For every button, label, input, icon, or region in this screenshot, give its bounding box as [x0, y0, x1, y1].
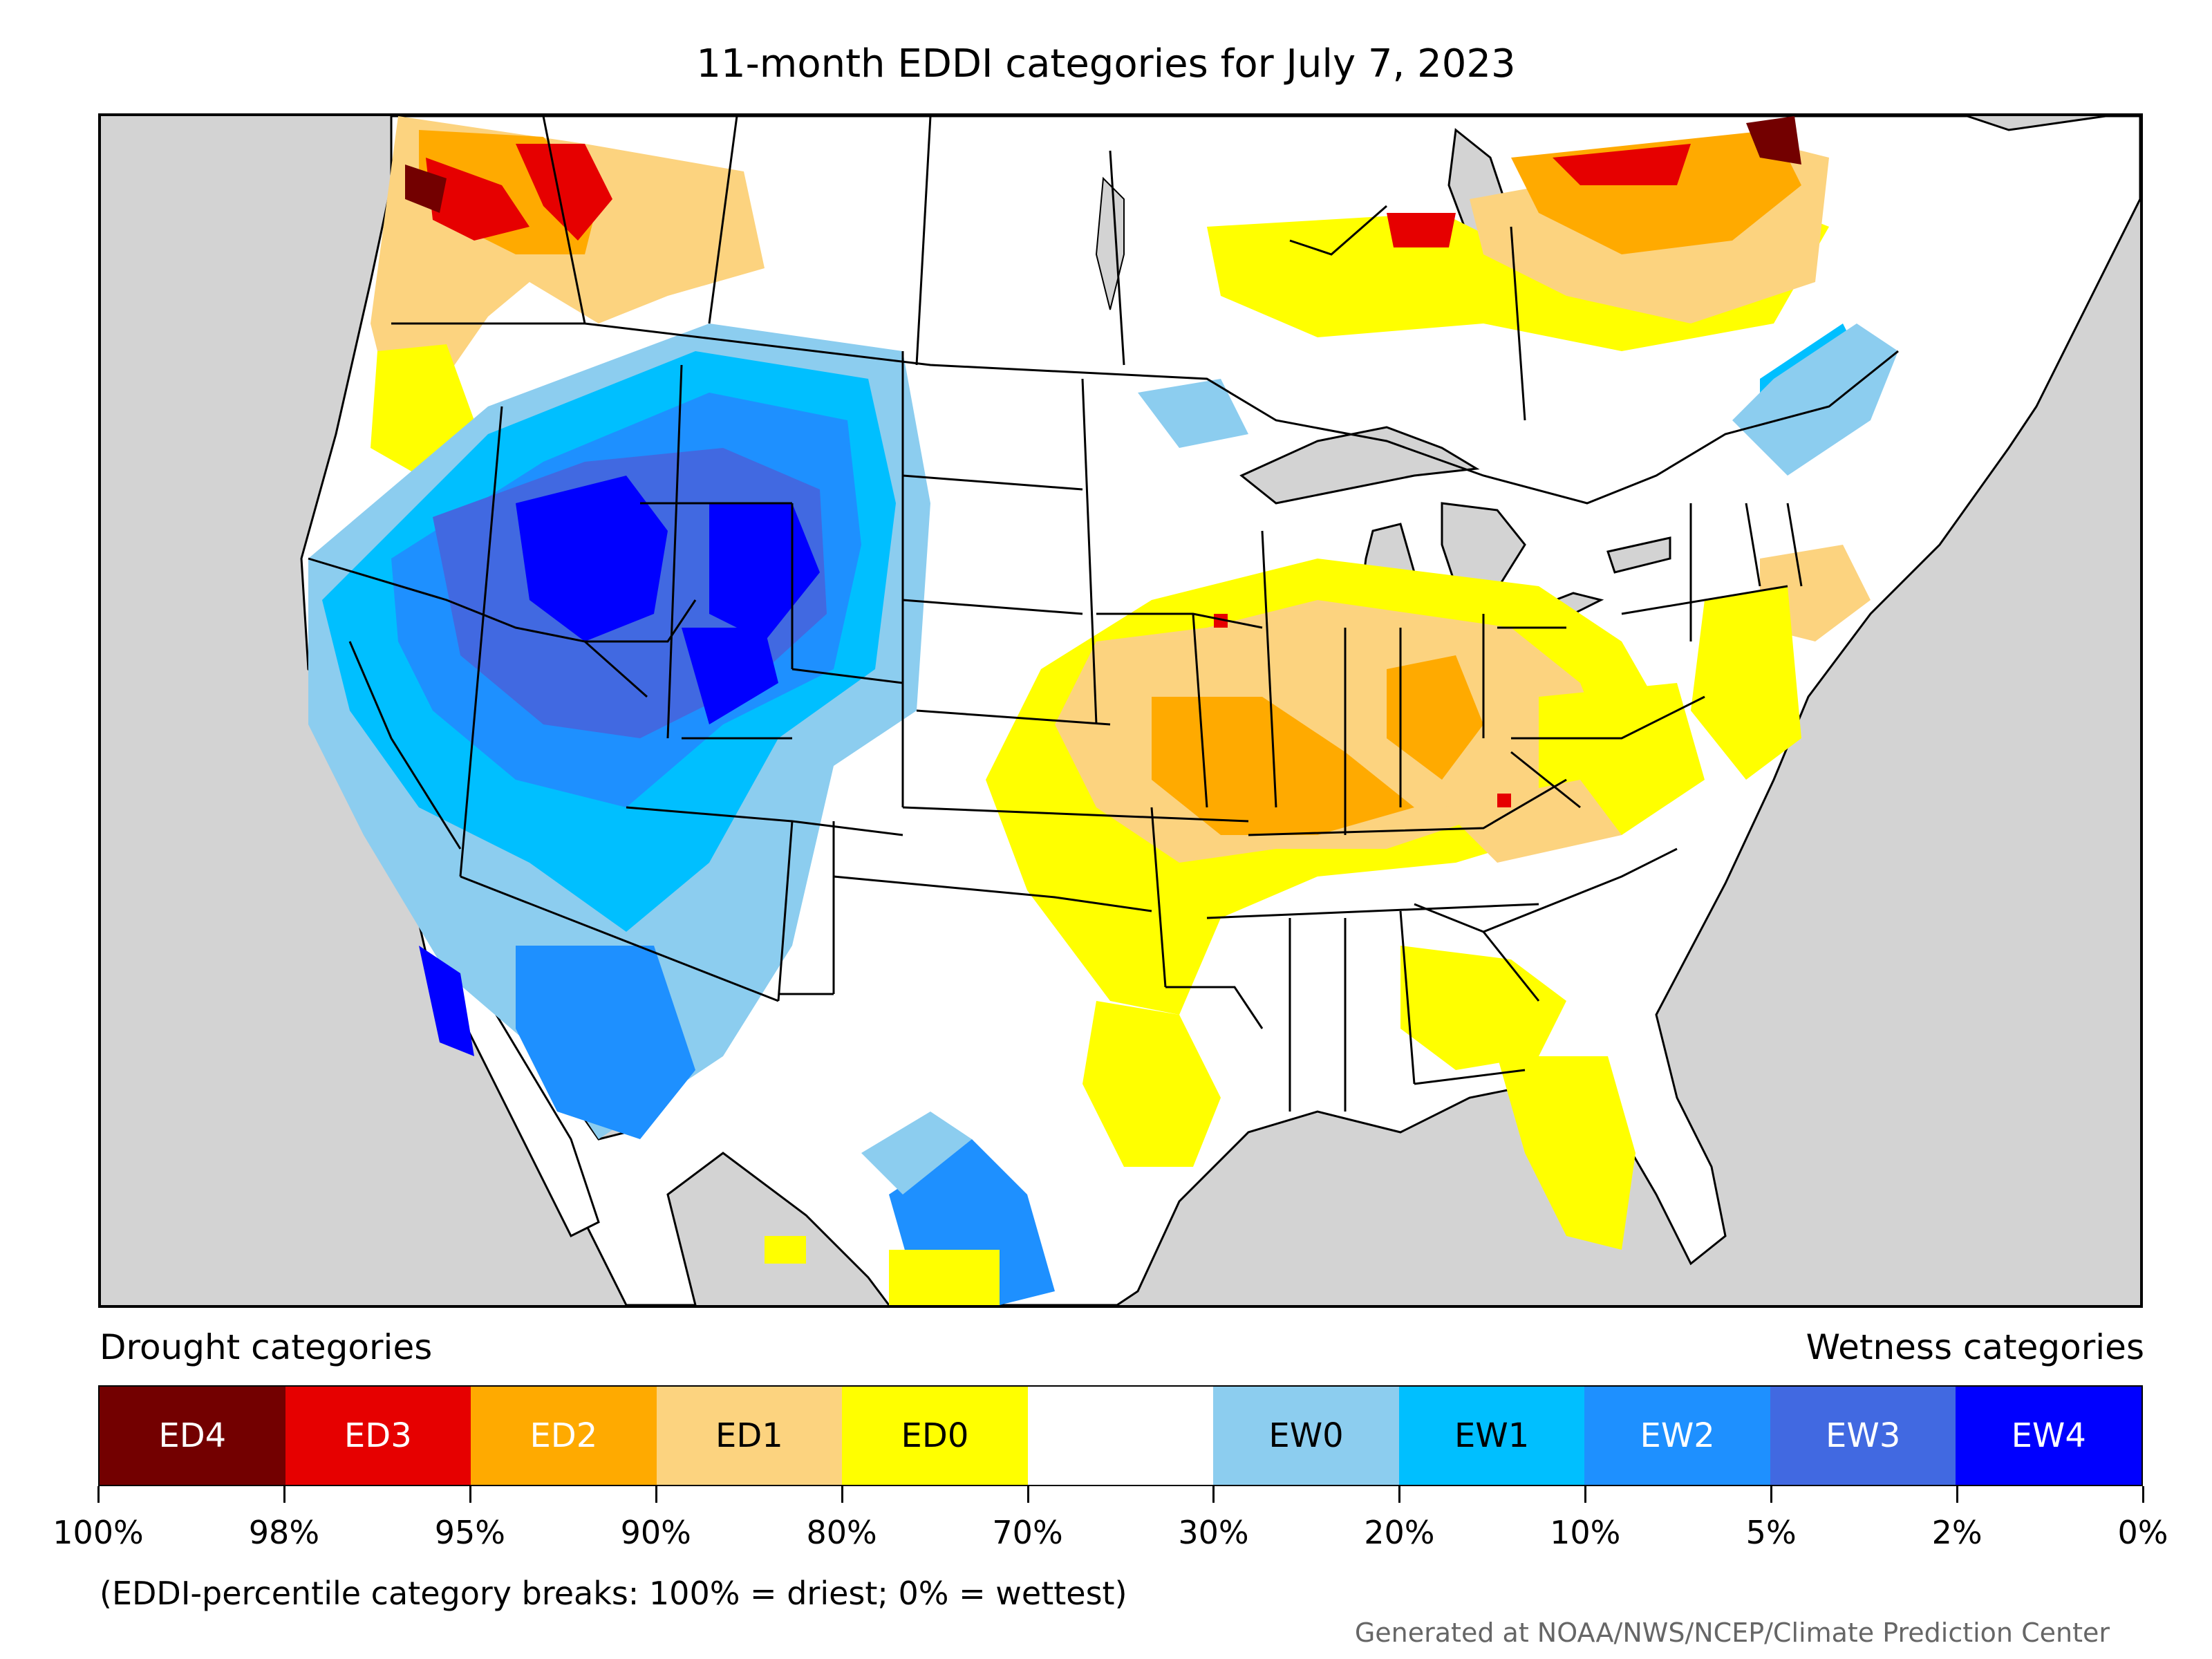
drought-categories-heading: Drought categories — [100, 1327, 433, 1367]
map-canvas — [300, 116, 2140, 1305]
ew0-new-england — [1732, 324, 1898, 476]
colorbar-ticks — [97, 1486, 2144, 1504]
colorbar-tick — [1027, 1486, 1029, 1503]
ed0-florida — [1497, 1056, 1635, 1250]
colorbar-cell-ed2: ED2 — [471, 1387, 657, 1485]
colorbar-tick-label: 100% — [53, 1514, 144, 1551]
ed0-mid-atlantic — [1691, 586, 1801, 780]
ew4-baja — [419, 946, 474, 1056]
ed0-mexico-south — [889, 1250, 1000, 1305]
colorbar-tick — [1398, 1486, 1401, 1503]
category-breaks-note: (EDDI-percentile category breaks: 100% =… — [100, 1575, 1127, 1612]
colorbar-tick-label: 80% — [806, 1514, 877, 1551]
colorbar-tick — [841, 1486, 843, 1503]
ed4-quebec — [1746, 116, 1801, 165]
colorbar-cell-ew4: EW4 — [1956, 1387, 2142, 1485]
ew0-tamaulipas — [861, 1112, 972, 1194]
lake-superior — [1239, 426, 1480, 505]
colorbar-cell-ew2: EW2 — [1584, 1387, 1770, 1485]
ed0-texas-small — [765, 1236, 806, 1264]
ed2-midwest — [1152, 697, 1414, 835]
colorbar-tick-label: 10% — [1550, 1514, 1621, 1551]
ew2-arizona — [516, 946, 695, 1139]
ew4-west-a — [516, 476, 668, 641]
eddi-map — [98, 113, 2143, 1308]
colorbar-tick — [283, 1486, 285, 1503]
colorbar-tick-label: 5% — [1745, 1514, 1797, 1551]
lake-ontario — [1606, 536, 1671, 574]
colorbar-tick-label: 70% — [992, 1514, 1063, 1551]
colorbar-tick — [469, 1486, 471, 1503]
ew0-canada-prairie — [1138, 379, 1248, 448]
colorbar-tick — [1956, 1486, 1959, 1503]
ed3-kentucky — [1497, 794, 1511, 807]
colorbar-tick — [2142, 1486, 2144, 1503]
colorbar-cell-ed1: ED1 — [656, 1387, 843, 1485]
lake-winnipeg — [1095, 176, 1125, 310]
colorbar-cell-ew1: EW1 — [1398, 1387, 1585, 1485]
colorbar-tick — [1770, 1486, 1773, 1503]
wetness-categories-heading: Wetness categories — [1806, 1327, 2144, 1367]
colorbar-tick-label: 90% — [620, 1514, 691, 1551]
ew4-west-c — [682, 628, 778, 724]
ed1-kentucky — [1442, 780, 1622, 863]
political-boundaries — [308, 116, 1899, 1112]
ed0-gulf-coast — [1082, 1001, 1221, 1167]
colorbar-tick-label: 98% — [248, 1514, 320, 1551]
colorbar-cell-ed4: ED4 — [100, 1387, 285, 1485]
colorbar-cell-ew0: EW0 — [1213, 1387, 1399, 1485]
colorbar-cell-ed0: ED0 — [842, 1387, 1028, 1485]
colorbar-tick-label: 2% — [1931, 1514, 1983, 1551]
colorbar-tick-label: 95% — [434, 1514, 505, 1551]
colorbar-cell-ew3: EW3 — [1770, 1387, 1956, 1485]
ed3-ontario — [1387, 213, 1456, 247]
ed0-georgia — [1400, 946, 1566, 1070]
ed3-quebec — [1553, 144, 1691, 185]
ed3-iowa — [1214, 614, 1228, 628]
ed2-illinois — [1387, 655, 1483, 780]
colorbar-tick — [655, 1486, 657, 1503]
ed3-bc — [516, 144, 612, 241]
category-colorbar: ED4 ED3 ED2 ED1 ED0 EW0 EW1 EW2 EW3 EW4 — [98, 1385, 2143, 1486]
ed4-pacific-nw — [405, 165, 447, 213]
colorbar-tick — [1212, 1486, 1215, 1503]
ed3-pacific-nw — [426, 158, 529, 241]
credit-line: Generated at NOAA/NWS/NCEP/Climate Predi… — [1354, 1618, 2110, 1648]
map-title: 11-month EDDI categories for July 7, 202… — [696, 41, 1516, 86]
colorbar-cell-ed3: ED3 — [285, 1387, 471, 1485]
colorbar-tick-label: 20% — [1364, 1514, 1435, 1551]
colorbar-tick-label: 30% — [1178, 1514, 1249, 1551]
colorbar-tick-label: 0% — [2117, 1514, 2168, 1551]
colorbar-tick — [1584, 1486, 1587, 1503]
colorbar-tick — [97, 1486, 100, 1503]
colorbar-cell-normal — [1027, 1387, 1214, 1485]
